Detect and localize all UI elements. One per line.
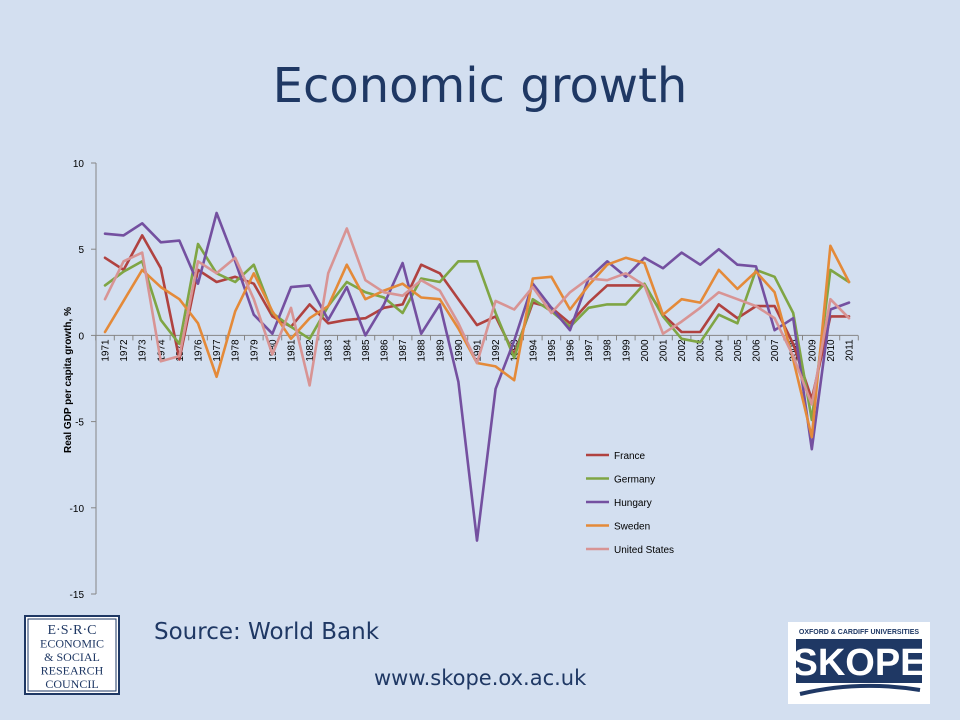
series-line-germany: [103, 242, 851, 422]
esrc-logo-line: ECONOMIC: [40, 637, 104, 651]
y-tick-label: 5: [78, 245, 84, 256]
legend: France Germany Hungary Sweden United States: [586, 451, 674, 556]
legend-label: Sweden: [614, 522, 650, 533]
y-axis-title-group: Real GDP per capita growth, %: [63, 307, 74, 453]
esrc-logo-line: E·S·R·C: [48, 623, 97, 638]
x-tick-label: 2004: [714, 339, 725, 362]
source-note: Source: World Bank: [154, 619, 380, 645]
x-tick-label: 2007: [770, 339, 781, 362]
x-tick-label: 1985: [361, 339, 372, 362]
x-tick-label: 1976: [194, 339, 205, 362]
x-tick-label: 1990: [454, 339, 465, 362]
website-url[interactable]: www.skope.ox.ac.uk: [374, 666, 587, 690]
x-tick-label: 2001: [659, 339, 670, 362]
x-tick-label: 1979: [249, 339, 260, 362]
legend-label: France: [614, 451, 646, 462]
legend-label: United States: [614, 545, 674, 556]
y-tick-label: 0: [78, 331, 84, 342]
x-tick-label: 1999: [621, 339, 632, 362]
x-tick-label: 1988: [417, 339, 428, 362]
x-tick-label: 1981: [287, 339, 298, 362]
x-tick-label: 1989: [435, 339, 446, 362]
y-tick-label: -10: [70, 504, 85, 515]
x-tick-label: 1977: [212, 339, 223, 362]
y-tick-label: 10: [73, 159, 85, 170]
x-tick-label: 1974: [156, 339, 167, 362]
skope-logo-name: SKOPE: [792, 642, 925, 684]
series-line-united-states: [103, 227, 851, 406]
x-tick-label: 1998: [603, 339, 614, 362]
x-tick-label: 1991: [473, 339, 484, 362]
skope-logo-caption: OXFORD & CARDIFF UNIVERSITIES: [799, 629, 920, 636]
y-tick-label: -5: [75, 418, 84, 429]
legend-label: Germany: [614, 475, 655, 486]
x-tick-label: 1971: [101, 339, 112, 362]
x-tick-label: 2005: [733, 339, 744, 362]
skope-logo-mark: OXFORD & CARDIFF UNIVERSITIES SKOPE: [792, 629, 926, 696]
x-tick-label: 1996: [566, 339, 577, 362]
x-tick-label: 1994: [528, 339, 539, 362]
x-tick-label: 2006: [752, 339, 763, 362]
series-line-hungary: [103, 211, 851, 542]
x-tick-label: 1983: [324, 339, 335, 362]
x-tick-label: 2009: [807, 339, 818, 362]
x-tick-label: 1986: [380, 339, 391, 362]
x-tick-label: 1978: [231, 339, 242, 362]
x-tick-label: 1973: [138, 339, 149, 362]
skope-logo: OXFORD & CARDIFF UNIVERSITIES SKOPE: [788, 622, 930, 704]
x-tick-label: 2003: [696, 339, 707, 362]
x-tick-label: 1984: [342, 339, 353, 362]
slide-title: Economic growth: [272, 58, 688, 114]
x-tick-label: 2011: [845, 339, 856, 361]
y-axis-title: Real GDP per capita growth, %: [63, 307, 74, 453]
x-tick-label: 2000: [640, 339, 651, 362]
x-tick-label: 1972: [119, 339, 130, 362]
esrc-logo: E·S·R·C ECONOMIC & SOCIAL RESEARCH COUNCIL: [24, 615, 120, 695]
x-tick-label: 2010: [826, 339, 837, 362]
x-tick-label: 1995: [547, 339, 558, 362]
esrc-logo-line: RESEARCH: [41, 664, 104, 678]
x-tick-label: 2002: [677, 339, 688, 362]
esrc-logo-line: COUNCIL: [45, 677, 98, 691]
x-tick-label: 1982: [305, 339, 316, 362]
x-tick-label: 1997: [584, 339, 595, 362]
x-tick-label: 1992: [491, 339, 502, 362]
legend-label: Hungary: [614, 498, 652, 509]
x-tick-label: 1987: [398, 339, 409, 362]
y-tick-label: -15: [70, 590, 85, 601]
esrc-logo-line: & SOCIAL: [44, 650, 100, 664]
